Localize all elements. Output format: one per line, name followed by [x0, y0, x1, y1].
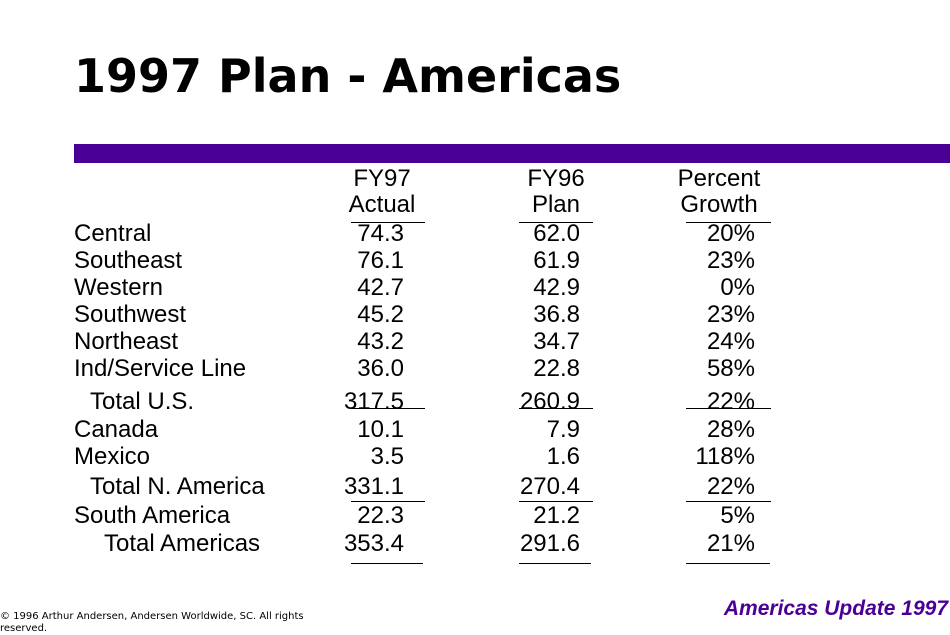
fy97-value: 43.2: [357, 328, 404, 355]
fy97-value: 10.1: [357, 416, 404, 443]
header-fy96-line2: Plan: [531, 191, 581, 218]
growth-value: 58%: [706, 355, 755, 382]
rule-na-growth: [686, 501, 771, 502]
fy97-value: 3.5: [370, 443, 404, 470]
row-label: Central: [74, 220, 152, 247]
row-label: Southeast: [74, 247, 183, 274]
fy97-value: 74.3: [357, 220, 404, 247]
growth-value: 5%: [720, 502, 755, 529]
growth-value: 21%: [706, 530, 755, 557]
table-row-total-na: Total N. America 331.1 270.4 22%: [0, 473, 950, 500]
fy96-value: 42.9: [533, 274, 580, 301]
table-row: Southeast 76.1 61.9 23%: [0, 247, 950, 274]
fy97-value: 45.2: [357, 301, 404, 328]
accent-bar: [74, 144, 950, 163]
header-growth-line1: Percent: [677, 165, 761, 192]
fy96-value: 62.0: [533, 220, 580, 247]
row-label: Total U.S.: [90, 388, 195, 415]
fy96-value: 1.6: [546, 443, 580, 470]
rule-header-fy96: [519, 222, 593, 223]
fy96-value: 36.8: [533, 301, 580, 328]
table-row: South America 22.3 21.2 5%: [0, 502, 950, 529]
rule-us-growth: [686, 408, 771, 409]
header-fy96: FY96 Plan: [515, 166, 597, 218]
fy96-value: 22.8: [533, 355, 580, 382]
row-label: Ind/Service Line: [74, 355, 247, 382]
fy97-value: 22.3: [357, 502, 404, 529]
table-row: Northeast 43.2 34.7 24%: [0, 328, 950, 355]
row-label: Western: [74, 274, 163, 301]
table-row-total-americas: Total Americas 353.4 291.6 21%: [0, 530, 950, 557]
table-row: Western 42.7 42.9 0%: [0, 274, 950, 301]
fy97-value: 353.4: [343, 530, 404, 557]
copyright-notice: © 1996 Arthur Andersen, Andersen Worldwi…: [0, 611, 304, 634]
growth-value: 28%: [706, 416, 755, 443]
rule-us-fy96: [519, 408, 593, 409]
growth-value: 22%: [706, 473, 755, 500]
header-fy96-line1: FY96: [527, 165, 585, 192]
row-label: Total Americas: [104, 530, 261, 557]
page-title: 1997 Plan - Americas: [74, 49, 622, 103]
table-row: Mexico 3.5 1.6 118%: [0, 443, 950, 470]
fy96-value: 260.9: [519, 388, 580, 415]
rule-total-growth: [686, 563, 770, 564]
rule-us-fy97: [351, 408, 425, 409]
fy97-value: 76.1: [357, 247, 404, 274]
row-label: Mexico: [74, 443, 151, 470]
header-growth: Percent Growth: [668, 166, 770, 218]
growth-value: 23%: [706, 301, 755, 328]
rule-na-fy96: [519, 501, 593, 502]
growth-value: 22%: [706, 388, 755, 415]
fy96-value: 270.4: [519, 473, 580, 500]
table-row: Central 74.3 62.0 20%: [0, 220, 950, 247]
header-fy97-line1: FY97: [353, 165, 411, 192]
table-row: Canada 10.1 7.9 28%: [0, 416, 950, 443]
table-row-total-us: Total U.S. 317.5 260.9 22%: [0, 388, 950, 415]
growth-value: 20%: [706, 220, 755, 247]
fy96-value: 291.6: [519, 530, 580, 557]
table-row: Southwest 45.2 36.8 23%: [0, 301, 950, 328]
rule-total-fy97: [351, 563, 423, 564]
rule-total-fy96: [519, 563, 591, 564]
header-fy97-line2: Actual: [348, 191, 416, 218]
row-label: South America: [74, 502, 231, 529]
fy97-value: 36.0: [357, 355, 404, 382]
growth-value: 0%: [720, 274, 755, 301]
fy97-value: 317.5: [343, 388, 404, 415]
header-growth-line2: Growth: [680, 191, 758, 218]
rule-header-growth: [686, 222, 771, 223]
growth-value: 23%: [706, 247, 755, 274]
footer-brand: Americas Update 1997: [723, 597, 948, 620]
fy96-value: 61.9: [533, 247, 580, 274]
row-label: Northeast: [74, 328, 179, 355]
row-label: Southwest: [74, 301, 187, 328]
table-row: Ind/Service Line 36.0 22.8 58%: [0, 355, 950, 382]
rule-na-fy97: [351, 501, 425, 502]
fy97-value: 331.1: [343, 473, 404, 500]
fy96-value: 21.2: [533, 502, 580, 529]
fy96-value: 7.9: [546, 416, 580, 443]
growth-value: 118%: [695, 443, 755, 470]
header-fy97: FY97 Actual: [341, 166, 423, 218]
row-label: Total N. America: [90, 473, 265, 500]
rule-header-fy97: [351, 222, 425, 223]
fy96-value: 34.7: [533, 328, 580, 355]
growth-value: 24%: [706, 328, 755, 355]
fy97-value: 42.7: [357, 274, 404, 301]
row-label: Canada: [74, 416, 159, 443]
